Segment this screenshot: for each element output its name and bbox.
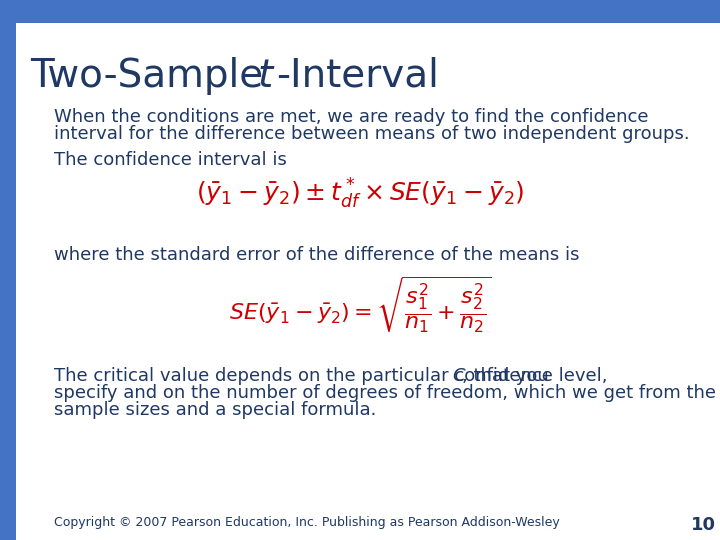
Text: where the standard error of the difference of the means is: where the standard error of the differen… — [54, 246, 580, 264]
Text: Copyright © 2007 Pearson Education, Inc. Publishing as Pearson Addison-Wesley: Copyright © 2007 Pearson Education, Inc.… — [54, 516, 559, 529]
Text: -Interval: -Interval — [276, 57, 438, 94]
Text: 10: 10 — [691, 516, 716, 534]
Text: The confidence interval is: The confidence interval is — [54, 151, 287, 169]
Text: $SE\left(\bar{y}_1 - \bar{y}_2\right) = \sqrt{\dfrac{s_1^2}{n_1} + \dfrac{s_2^2}: $SE\left(\bar{y}_1 - \bar{y}_2\right) = … — [229, 275, 491, 335]
Text: , that you: , that you — [462, 367, 548, 385]
Text: C: C — [452, 367, 465, 385]
Text: sample sizes and a special formula.: sample sizes and a special formula. — [54, 401, 377, 418]
Text: When the conditions are met, we are ready to find the confidence: When the conditions are met, we are read… — [54, 108, 649, 126]
Text: interval for the difference between means of two independent groups.: interval for the difference between mean… — [54, 125, 690, 143]
Text: The critical value depends on the particular confidence level,: The critical value depends on the partic… — [54, 367, 613, 385]
Text: specify and on the number of degrees of freedom, which we get from the: specify and on the number of degrees of … — [54, 384, 716, 402]
Text: Two-Sample: Two-Sample — [30, 57, 276, 94]
Text: $\left(\bar{y}_1 - \bar{y}_2\right) \pm t^*_{df} \times SE\left(\bar{y}_1 - \bar: $\left(\bar{y}_1 - \bar{y}_2\right) \pm … — [196, 177, 524, 212]
Text: t: t — [257, 57, 272, 94]
